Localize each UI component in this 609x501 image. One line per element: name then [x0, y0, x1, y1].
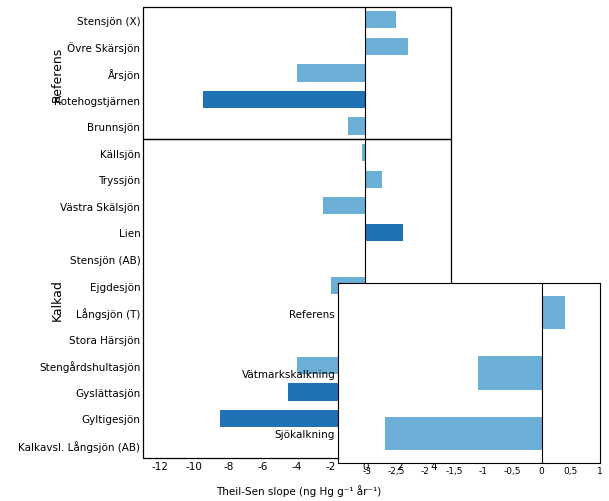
- Bar: [288, 383, 365, 401]
- Bar: [365, 304, 385, 321]
- Bar: [143, 8, 451, 140]
- Text: Kalkad: Kalkad: [51, 279, 63, 320]
- Bar: [348, 118, 365, 135]
- Bar: [365, 224, 403, 241]
- Bar: [323, 198, 365, 215]
- Bar: [365, 12, 396, 30]
- Bar: [297, 65, 365, 83]
- Text: Theil-Sen slope (ng Hg g⁻¹ år⁻¹): Theil-Sen slope (ng Hg g⁻¹ år⁻¹): [216, 484, 381, 496]
- Bar: [203, 92, 365, 109]
- Bar: [365, 436, 391, 454]
- Bar: [220, 410, 365, 427]
- Bar: [362, 145, 365, 162]
- Bar: [331, 278, 365, 295]
- Bar: [365, 171, 382, 188]
- Bar: [143, 140, 451, 458]
- Bar: [297, 357, 365, 374]
- Bar: [541, 297, 565, 330]
- Bar: [365, 39, 408, 56]
- Bar: [477, 357, 541, 390]
- Bar: [384, 417, 541, 450]
- Text: Referens: Referens: [51, 46, 63, 101]
